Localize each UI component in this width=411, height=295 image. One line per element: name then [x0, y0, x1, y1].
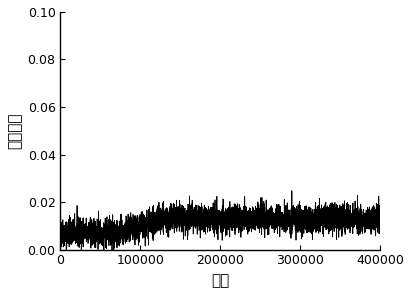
Y-axis label: 摩擦系数: 摩擦系数: [7, 112, 22, 149]
X-axis label: 转数: 转数: [211, 273, 229, 288]
